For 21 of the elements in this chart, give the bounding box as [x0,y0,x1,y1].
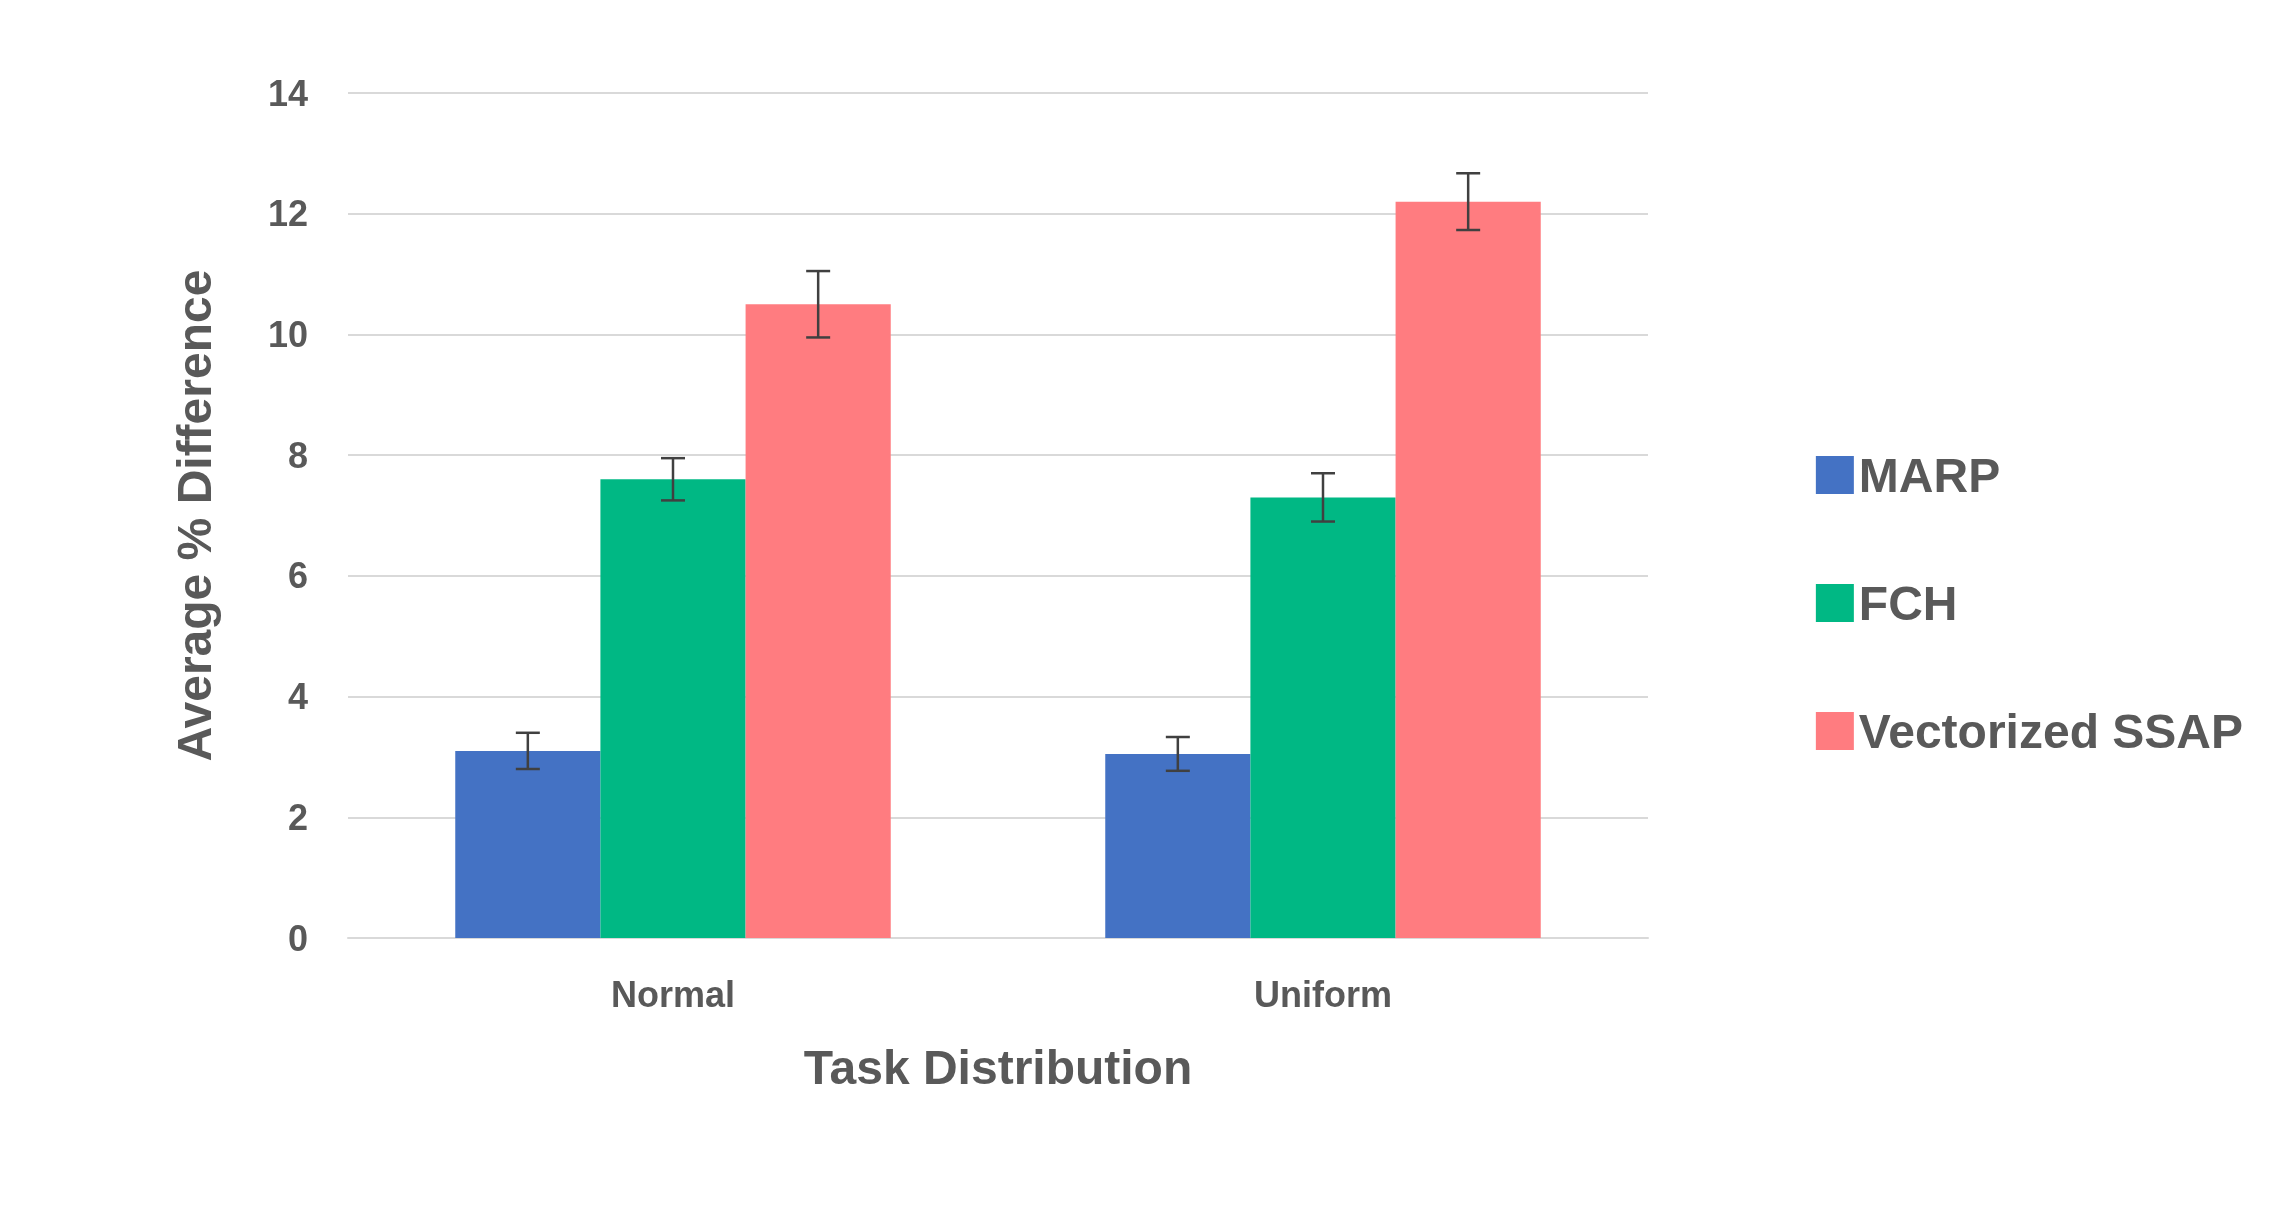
legend-label: Vectorized SSAP [1858,704,2243,758]
y-axis-title: Average % Difference [167,269,221,762]
bar [455,750,601,938]
y-tick-label: 6 [287,555,308,597]
legend-label: FCH [1858,576,1958,630]
x-tick-label: Uniform [1254,973,1392,1015]
y-tick-label: 14 [267,72,308,114]
y-tick-label: 2 [287,796,308,838]
bar [1250,497,1396,938]
y-tick-label: 8 [287,434,308,476]
y-tick-label: 4 [287,676,308,718]
x-tick-label: Normal [610,973,736,1015]
legend-label: MARP [1858,448,2001,502]
bar [1105,753,1251,938]
y-tick-label: 12 [267,193,308,235]
bar [745,304,891,938]
y-tick-label: 0 [287,917,308,959]
bar [600,479,746,938]
bar [1395,201,1541,938]
y-tick-label: 10 [267,313,308,355]
x-axis-title: Task Distribution [803,1040,1193,1094]
